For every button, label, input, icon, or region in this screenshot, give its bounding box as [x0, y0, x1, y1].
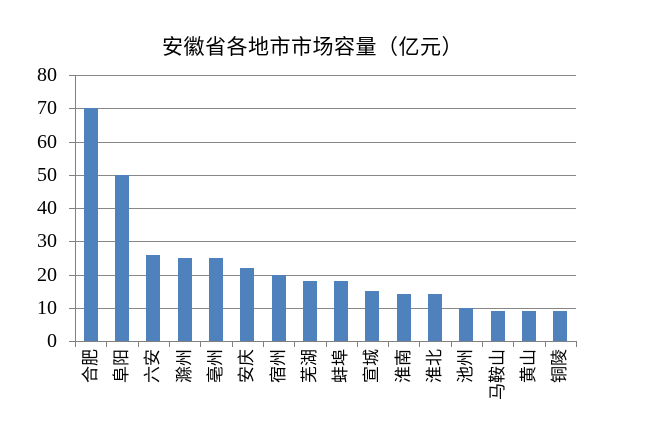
y-tick — [69, 208, 75, 209]
x-tick — [419, 342, 421, 347]
bar — [396, 294, 411, 341]
x-axis-label: 蚌埠 — [331, 349, 351, 383]
x-tick — [576, 342, 577, 347]
x-axis-label: 宿州 — [268, 349, 288, 383]
x-axis-label: 宣城 — [362, 349, 382, 383]
x-axis-label: 池州 — [456, 349, 476, 383]
y-tick — [69, 241, 75, 243]
x-axis-label: 安庆 — [237, 349, 257, 383]
y-axis-label: 10 — [37, 296, 57, 319]
x-axis-label: 亳州 — [205, 349, 225, 383]
x-axis-label: 六安 — [143, 349, 163, 383]
x-tick — [262, 342, 264, 347]
gridline — [75, 307, 576, 309]
x-tick — [294, 342, 296, 347]
bar — [459, 307, 474, 341]
y-tick — [69, 174, 75, 176]
gridline — [75, 141, 576, 143]
x-tick — [168, 342, 170, 347]
y-tick — [69, 75, 75, 76]
chart-title: 安徽省各地市市场容量（亿元） — [162, 35, 463, 59]
y-axis-label: 60 — [37, 130, 57, 153]
y-axis-label: 30 — [37, 230, 57, 253]
x-tick — [450, 342, 452, 347]
bar — [428, 294, 443, 341]
x-tick — [75, 342, 76, 347]
x-axis-label: 淮南 — [393, 349, 413, 383]
y-tick — [69, 141, 75, 143]
x-tick — [325, 342, 327, 347]
bar — [177, 257, 192, 341]
x-tick — [106, 342, 108, 347]
y-axis-label: 80 — [37, 64, 57, 86]
bar — [334, 281, 349, 341]
bar — [302, 281, 317, 341]
gridline — [75, 208, 576, 209]
x-axis-label: 芜湖 — [299, 349, 319, 383]
x-tick — [356, 342, 358, 347]
x-tick — [200, 342, 202, 347]
x-axis-label: 阜阳 — [111, 349, 131, 383]
x-tick — [544, 342, 546, 347]
bar — [365, 291, 380, 341]
bar — [83, 108, 98, 341]
x-tick — [137, 342, 139, 347]
bar — [208, 257, 223, 341]
y-axis-label: 20 — [37, 263, 57, 286]
gridline — [75, 75, 576, 76]
bar — [490, 311, 505, 341]
x-axis-label: 滁州 — [174, 349, 194, 383]
y-tick — [69, 274, 75, 276]
x-axis-label: 淮北 — [425, 349, 445, 383]
bar — [114, 174, 129, 341]
bar — [146, 254, 161, 341]
gridline — [75, 274, 576, 276]
y-axis-label: 0 — [47, 330, 57, 352]
x-tick — [231, 342, 233, 347]
x-axis-line — [75, 341, 577, 342]
y-axis-label: 40 — [37, 197, 57, 219]
gridline — [75, 174, 576, 176]
y-tick — [69, 108, 75, 110]
bar — [240, 267, 255, 341]
y-tick — [69, 307, 75, 309]
x-axis-label: 合肥 — [80, 349, 100, 383]
x-tick — [482, 342, 484, 347]
y-axis-label: 50 — [37, 163, 57, 186]
bar — [271, 274, 286, 341]
x-axis-label: 铜陵 — [550, 349, 570, 383]
x-axis-label: 黄山 — [519, 349, 539, 383]
y-axis-label: 70 — [37, 97, 57, 120]
y-tick — [69, 341, 75, 342]
gridline — [75, 241, 576, 243]
gridline — [75, 108, 576, 110]
bar — [522, 311, 537, 341]
bar — [553, 311, 568, 341]
x-tick — [388, 342, 390, 347]
x-axis-label: 马鞍山 — [487, 349, 507, 400]
x-tick — [513, 342, 515, 347]
y-axis-line — [75, 75, 76, 341]
